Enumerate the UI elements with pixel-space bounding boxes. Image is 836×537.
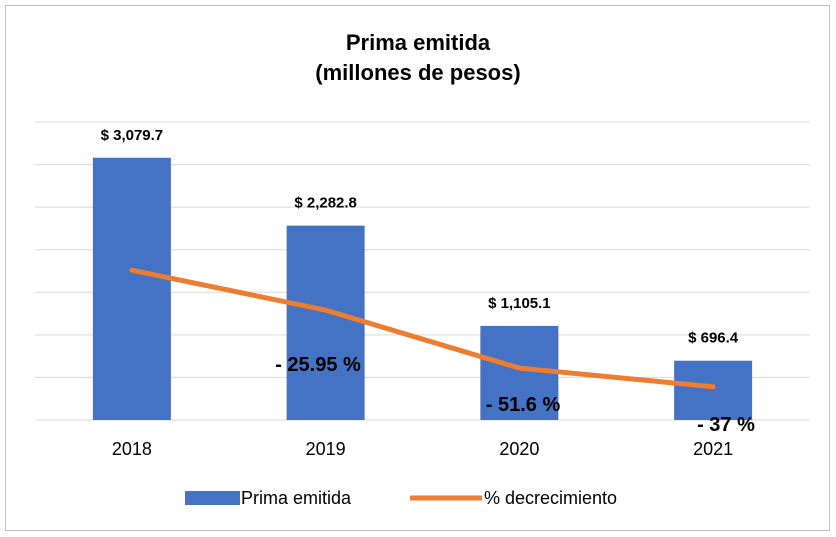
- x-tick-label: 2021: [693, 439, 733, 459]
- bar: [286, 225, 365, 420]
- chart-title: Prima emitida: [346, 30, 491, 55]
- chart-subtitle: (millones de pesos): [315, 60, 520, 85]
- data-label: $ 3,079.7: [101, 127, 164, 144]
- bar: [92, 157, 171, 421]
- legend-label: Prima emitida: [241, 488, 352, 508]
- x-tick-label: 2018: [112, 439, 152, 459]
- bar: [674, 360, 753, 420]
- x-tick-label: 2020: [499, 439, 539, 459]
- data-label: $ 2,282.8: [294, 195, 357, 212]
- legend-label: % decrecimiento: [484, 488, 617, 508]
- annotation: - 51.6 %: [485, 394, 561, 416]
- annotation: - 37 %: [697, 414, 755, 436]
- line: [129, 267, 716, 390]
- data-label: $ 696.4: [688, 330, 739, 347]
- annotation: - 25.95 %: [275, 354, 361, 376]
- x-tick-label: 2019: [306, 439, 346, 459]
- legend-swatch: [185, 491, 240, 505]
- data-label: $ 1,105.1: [488, 295, 551, 312]
